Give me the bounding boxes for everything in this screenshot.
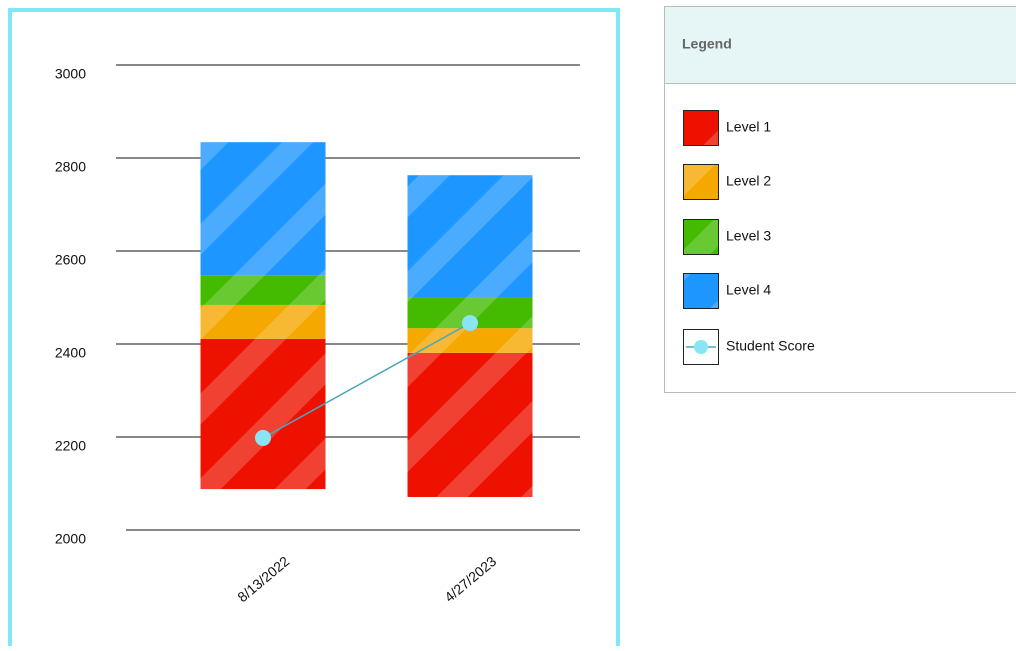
y-tick-label: 2000 <box>55 531 86 547</box>
y-tick-label: 2800 <box>55 159 86 175</box>
legend-swatch-stripes <box>684 111 718 145</box>
legend-label: Level 4 <box>726 282 771 298</box>
x-tick-label: 8/13/2022 <box>234 553 292 605</box>
y-tick-label: 2200 <box>55 438 86 454</box>
legend-marker <box>694 340 708 354</box>
legend-title: Legend <box>682 36 732 52</box>
bar-stripes <box>408 175 533 297</box>
y-tick-label: 2400 <box>55 345 86 361</box>
y-tick-label: 3000 <box>55 66 86 82</box>
score-point <box>255 430 271 446</box>
legend-label: Level 1 <box>726 119 771 135</box>
bar-stripes <box>201 275 326 305</box>
y-tick-label: 2600 <box>55 252 86 268</box>
legend-label: Level 3 <box>726 228 771 244</box>
legend-label: Student Score <box>726 338 815 354</box>
bar-stripes <box>201 142 326 275</box>
bar-stripes <box>201 305 326 339</box>
score-point <box>462 315 478 331</box>
x-tick-label: 4/27/2023 <box>441 553 499 605</box>
legend-swatch-stripes <box>684 220 718 254</box>
bar-stripes <box>408 353 533 497</box>
legend-swatch-stripes <box>684 165 718 199</box>
bar-stripes <box>408 328 533 353</box>
legend-label: Level 2 <box>726 173 771 189</box>
legend-swatch-stripes <box>684 274 718 308</box>
